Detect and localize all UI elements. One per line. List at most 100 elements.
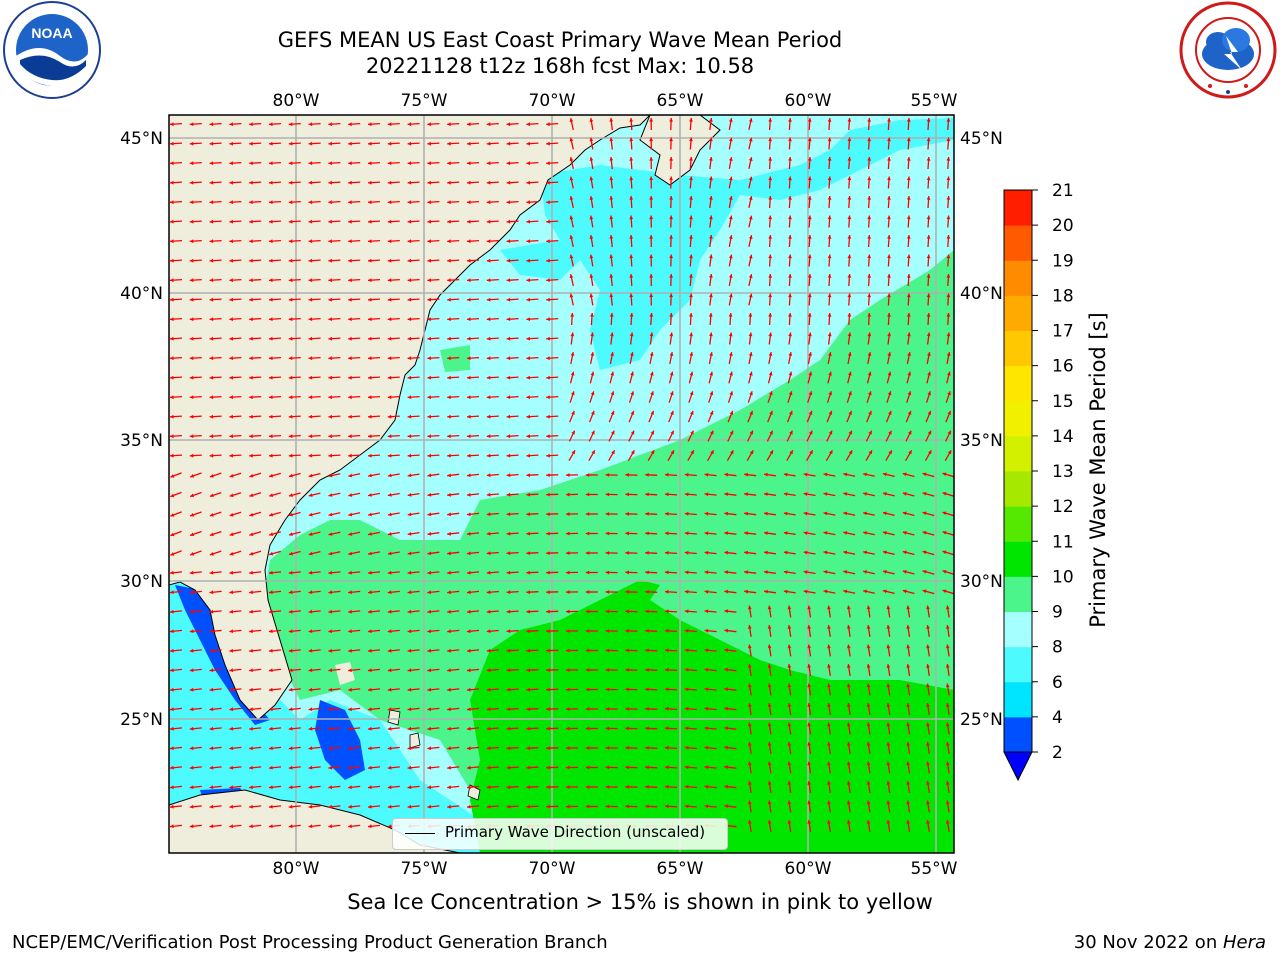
wave-arrow-head bbox=[387, 512, 392, 517]
wave-arrow-head bbox=[526, 161, 530, 166]
wave-arrow-head bbox=[684, 570, 689, 575]
wave-arrow-head bbox=[605, 609, 610, 614]
wave-arrow-head bbox=[486, 570, 491, 575]
wave-arrow-head bbox=[827, 703, 831, 707]
wave-arrow-head bbox=[427, 141, 431, 146]
wave-arrow-head bbox=[684, 687, 689, 692]
wave-arrow-head bbox=[467, 531, 471, 536]
wave-arrow-head bbox=[788, 391, 793, 396]
wave-arrow-head bbox=[209, 395, 214, 400]
wave-arrow-head bbox=[807, 196, 812, 200]
wave-arrow-head bbox=[288, 161, 293, 166]
wave-arrow-head bbox=[288, 609, 293, 614]
wave-arrow-head bbox=[867, 215, 872, 220]
wave-arrow-head bbox=[407, 746, 412, 751]
wave-arrow-head bbox=[170, 141, 174, 146]
wave-arrow-head bbox=[926, 625, 930, 629]
wave-arrow-head bbox=[506, 551, 511, 556]
wave-arrow-head bbox=[907, 332, 911, 337]
wave-arrow-head bbox=[387, 414, 392, 419]
wave-arrow-head bbox=[827, 157, 832, 161]
wave-arrow-head bbox=[887, 274, 891, 278]
wave-arrow-head bbox=[506, 668, 511, 673]
wave-arrow-head bbox=[605, 707, 610, 711]
wave-arrow-head bbox=[486, 804, 491, 809]
wave-arrow-head bbox=[387, 317, 392, 322]
wave-arrow-head bbox=[728, 215, 733, 220]
wave-arrow-head bbox=[546, 726, 550, 731]
wave-arrow-head bbox=[809, 430, 813, 435]
wave-arrow-head bbox=[605, 785, 610, 789]
wave-arrow-head bbox=[589, 176, 594, 181]
wave-arrow-head bbox=[748, 176, 753, 181]
wave-arrow-head bbox=[368, 239, 372, 244]
noaa-logo: NOAA bbox=[3, 1, 101, 99]
wave-arrow-head bbox=[768, 313, 773, 317]
wave-arrow-head bbox=[447, 785, 451, 790]
wave-arrow-head bbox=[906, 137, 911, 142]
wave-arrow-head bbox=[625, 707, 629, 711]
wave-arrow-head bbox=[684, 609, 689, 614]
wave-arrow-head bbox=[827, 196, 832, 200]
wave-arrow-head bbox=[922, 550, 927, 555]
wave-arrow-head bbox=[387, 804, 392, 809]
wave-arrow-head bbox=[848, 410, 852, 415]
wave-arrow-head bbox=[585, 707, 590, 711]
wave-arrow-head bbox=[467, 161, 471, 166]
wave-arrow-head bbox=[866, 800, 871, 805]
wave-arrow-head bbox=[269, 493, 274, 497]
wave-arrow-head bbox=[526, 512, 530, 517]
wave-arrow-head bbox=[907, 391, 912, 396]
wave-arrow-head bbox=[767, 625, 772, 629]
wave-arrow-head bbox=[328, 668, 333, 673]
wave-arrow-head bbox=[249, 648, 253, 653]
wave-arrow-head bbox=[467, 570, 471, 575]
wave-arrow-head bbox=[229, 180, 233, 185]
wave-arrow-head bbox=[689, 274, 693, 278]
wave-arrow-head bbox=[387, 278, 392, 283]
lon-label-top-80w: 80°W bbox=[273, 91, 320, 111]
colorbar-tick-label: 8 bbox=[1052, 638, 1063, 658]
wave-arrow-head bbox=[768, 332, 773, 337]
wave-arrow-head bbox=[209, 668, 214, 673]
wave-arrow-head bbox=[308, 668, 313, 673]
wave-arrow-head bbox=[569, 118, 574, 122]
wave-arrow-head bbox=[288, 278, 293, 283]
wave-arrow-head bbox=[605, 590, 610, 594]
wave-arrow-head bbox=[585, 609, 590, 614]
wave-arrow-head bbox=[863, 531, 867, 535]
wave-arrow-head bbox=[387, 356, 392, 361]
wave-arrow-head bbox=[747, 742, 752, 746]
wave-arrow-head bbox=[788, 352, 793, 356]
wave-arrow-head bbox=[887, 215, 891, 220]
wave-arrow-head bbox=[569, 176, 574, 181]
wave-arrow-head bbox=[570, 313, 575, 317]
wave-arrow-head bbox=[787, 664, 792, 668]
wave-arrow-head bbox=[269, 200, 273, 205]
colorbar-tick-label: 6 bbox=[1052, 673, 1063, 693]
wave-arrow-head bbox=[906, 313, 911, 317]
wave-arrow-head bbox=[427, 687, 432, 692]
wave-arrow-head bbox=[585, 648, 590, 653]
wave-arrow-head bbox=[704, 589, 709, 594]
wave-arrow-head bbox=[249, 122, 253, 127]
wave-arrow-head bbox=[566, 531, 570, 536]
wave-arrow-head bbox=[807, 254, 812, 259]
wave-arrow-head bbox=[229, 395, 233, 400]
wave-arrow-head bbox=[807, 235, 812, 239]
wave-arrow-head bbox=[886, 722, 891, 727]
wave-arrow-head bbox=[348, 453, 352, 458]
wave-arrow-head bbox=[788, 137, 792, 142]
wave-arrow-head bbox=[486, 590, 491, 595]
wave-arrow-head bbox=[328, 590, 333, 595]
wave-arrow-head bbox=[368, 824, 372, 829]
wave-arrow-head bbox=[288, 414, 293, 419]
wave-arrow-head bbox=[788, 274, 792, 278]
wave-arrow-head bbox=[447, 570, 451, 575]
wave-arrow-head bbox=[467, 356, 471, 361]
wave-arrow-head bbox=[467, 414, 471, 419]
wave-arrow-head bbox=[728, 332, 733, 337]
wave-arrow-head bbox=[506, 512, 511, 517]
wave-arrow-head bbox=[866, 781, 871, 785]
wave-arrow-head bbox=[704, 472, 709, 477]
